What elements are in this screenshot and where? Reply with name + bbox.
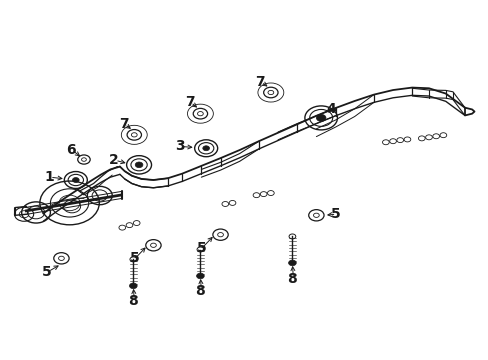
Text: 5: 5 [196, 241, 206, 255]
Text: 5: 5 [330, 207, 340, 221]
Circle shape [288, 260, 296, 266]
Text: 5: 5 [129, 251, 139, 265]
Text: 3: 3 [175, 139, 184, 153]
Circle shape [135, 162, 142, 168]
Text: 1: 1 [44, 170, 54, 184]
Text: 2: 2 [109, 153, 119, 167]
Text: 7: 7 [119, 117, 128, 131]
Text: 8: 8 [128, 294, 138, 308]
Text: 5: 5 [42, 265, 52, 279]
Circle shape [196, 273, 204, 279]
Text: 7: 7 [184, 95, 194, 109]
Text: 8: 8 [287, 272, 297, 286]
Text: 4: 4 [325, 103, 335, 116]
Circle shape [72, 177, 79, 183]
Circle shape [129, 283, 137, 289]
Circle shape [316, 114, 325, 121]
Text: 8: 8 [195, 284, 205, 298]
Text: 7: 7 [255, 75, 264, 89]
Text: 6: 6 [66, 143, 76, 157]
Circle shape [203, 146, 209, 151]
